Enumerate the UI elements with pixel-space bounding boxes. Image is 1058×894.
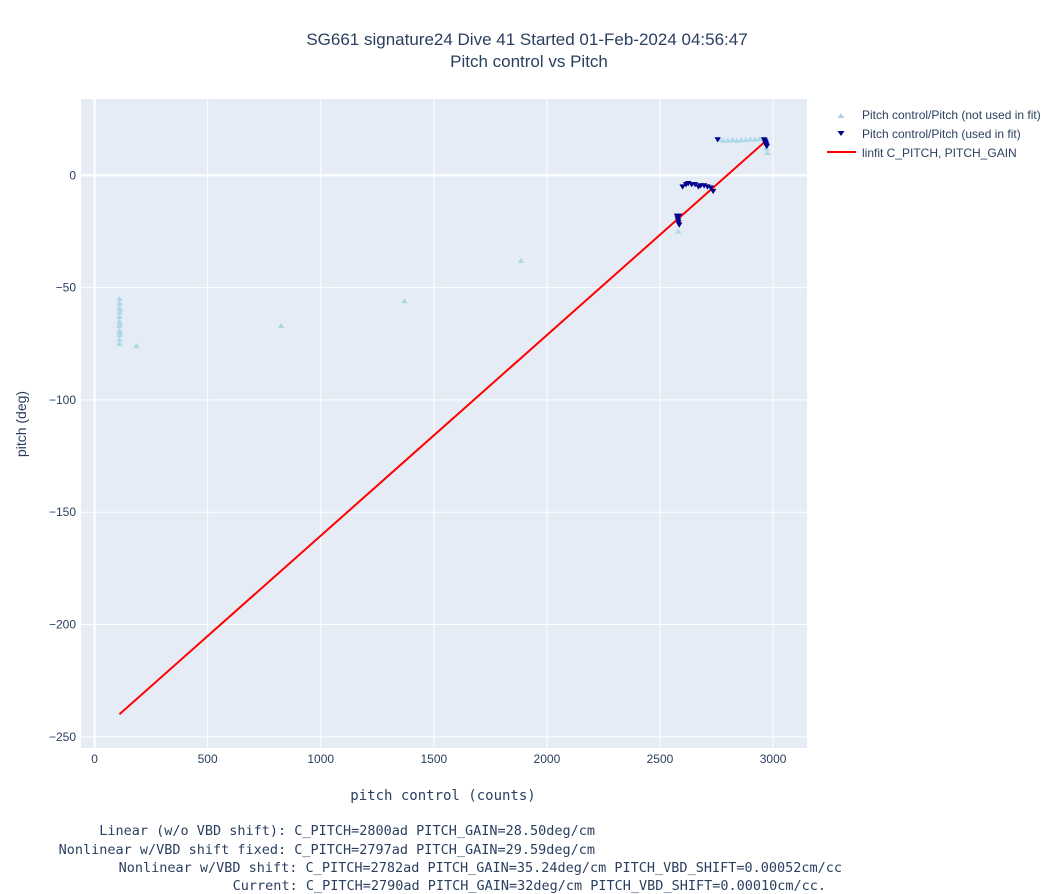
chart-subtitle: Pitch control vs Pitch — [450, 52, 608, 71]
point-not-used — [401, 298, 408, 304]
point-used — [676, 222, 683, 228]
y-tick-label: −100 — [49, 393, 76, 407]
x-tick-label: 500 — [198, 752, 218, 766]
legend-label-fit: linfit C_PITCH, PITCH_GAIN — [862, 146, 1017, 160]
point-not-used — [733, 137, 741, 143]
point-not-used — [116, 340, 123, 346]
footer-line-current: Current: C_PITCH=2790ad PITCH_GAIN=32deg… — [233, 878, 826, 894]
legend-label-used: Pitch control/Pitch (used in fit) — [862, 127, 1021, 141]
point-not-used — [116, 313, 123, 320]
x-tick-label: 1500 — [420, 752, 447, 766]
point-not-used — [747, 136, 754, 142]
point-used — [676, 213, 683, 219]
footer-line-nonlinear: Nonlinear w/VBD shift: C_PITCH=2782ad PI… — [119, 860, 842, 876]
x-tick-labels: 0 500 1000 1500 2000 2500 3000 — [91, 752, 787, 766]
point-not-used — [751, 136, 759, 142]
footer-line-nonlinear-fixed: Nonlinear w/VBD shift fixed: C_PITCH=279… — [59, 842, 595, 858]
point-not-used — [116, 307, 124, 313]
point-not-used — [756, 135, 763, 142]
point-not-used — [116, 300, 123, 306]
fit-line-layer — [118, 139, 767, 716]
point-not-used — [133, 343, 140, 349]
point-not-used — [674, 228, 682, 234]
point-not-used — [116, 327, 123, 333]
point-not-used — [116, 329, 124, 335]
point-not-used — [738, 137, 745, 143]
point-not-used — [729, 136, 736, 143]
point-not-used — [116, 295, 123, 302]
point-not-used — [517, 257, 525, 263]
x-tick-label: 2500 — [647, 752, 674, 766]
fit-line — [118, 139, 767, 716]
legend-item-used[interactable]: Pitch control/Pitch (used in fit) — [837, 127, 1021, 141]
x-axis-label: pitch control (counts) — [350, 788, 535, 804]
y-tick-label: −150 — [49, 505, 76, 519]
point-used — [763, 143, 770, 150]
point-not-used — [116, 304, 123, 311]
point-used — [709, 188, 717, 195]
footer-line-linear: Linear (w/o VBD shift): C_PITCH=2800ad P… — [99, 823, 595, 839]
legend: Pitch control/Pitch (not used in fit) Pi… — [827, 108, 1041, 160]
point-not-used — [116, 320, 124, 326]
chart-title: SG661 signature24 Dive 41 Started 01-Feb… — [306, 30, 747, 49]
point-used — [691, 182, 699, 188]
legend-item-not-used[interactable]: Pitch control/Pitch (not used in fit) — [837, 108, 1041, 122]
legend-triangle-down-icon — [837, 131, 845, 136]
legend-label-not-used: Pitch control/Pitch (not used in fit) — [862, 108, 1041, 122]
point-used — [707, 185, 715, 191]
point-not-used — [764, 149, 771, 156]
point-used — [679, 184, 686, 190]
point-not-used — [116, 318, 123, 324]
y-tick-label: 0 — [69, 168, 76, 182]
scatter-points-layer — [116, 135, 771, 349]
grid-layer — [81, 99, 807, 748]
y-axis-label: pitch (deg) — [13, 391, 29, 457]
point-not-used — [116, 336, 123, 342]
y-tick-label: −50 — [56, 281, 77, 295]
y-tick-label: −200 — [49, 617, 76, 631]
y-tick-label: −250 — [49, 730, 76, 744]
legend-triangle-up-icon — [837, 113, 845, 118]
point-not-used — [724, 137, 732, 143]
legend-item-fit[interactable]: linfit C_PITCH, PITCH_GAIN — [827, 146, 1017, 160]
y-tick-labels: 0 −50 −100 −150 −200 −250 — [49, 168, 76, 743]
point-not-used — [277, 322, 285, 329]
x-tick-label: 3000 — [760, 752, 787, 766]
point-used — [714, 137, 721, 143]
point-not-used — [720, 137, 727, 143]
point-not-used — [742, 136, 750, 143]
x-tick-label: 2000 — [534, 752, 561, 766]
x-tick-label: 1000 — [307, 752, 334, 766]
x-tick-label: 0 — [91, 752, 98, 766]
